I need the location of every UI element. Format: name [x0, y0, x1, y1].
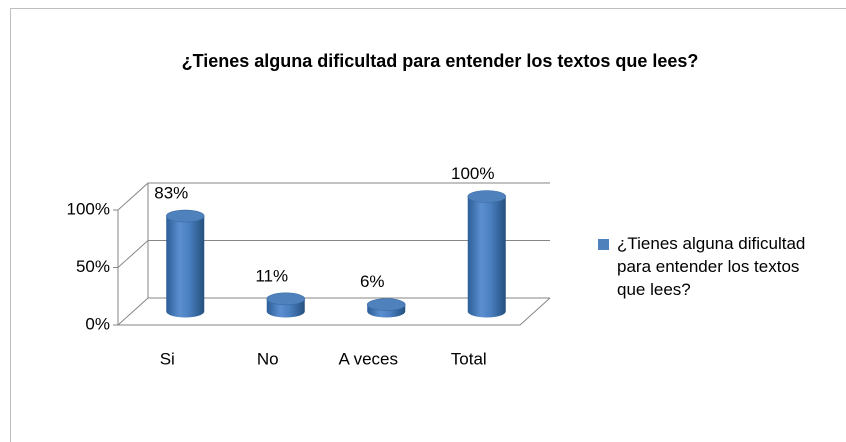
bar-top: [366, 298, 406, 311]
bar: [467, 196, 506, 318]
x-tick-label: Si: [160, 349, 175, 368]
chart-title: ¿Tienes alguna dificultad para entender …: [182, 51, 699, 71]
x-tick-label: A veces: [338, 349, 398, 368]
grid-line: [117, 240, 550, 268]
x-tick-label: No: [257, 349, 279, 368]
value-label: 6%: [360, 272, 385, 291]
grid-line: [117, 182, 550, 211]
cylinder: [467, 190, 507, 318]
value-label: 11%: [255, 266, 288, 285]
bar-top: [467, 190, 507, 203]
floor: [118, 297, 551, 326]
cylinder: [366, 298, 406, 318]
y-tick-label: 0%: [85, 314, 110, 333]
cylinder: [266, 292, 306, 318]
chart-frame: [10, 8, 846, 442]
cylinder: [165, 209, 205, 318]
grid-line: [117, 297, 550, 326]
x-tick-label: Total: [451, 349, 487, 368]
bar: [166, 216, 205, 318]
value-label: 100%: [451, 164, 494, 183]
y-tick-label: 100%: [67, 199, 110, 218]
bar-top: [266, 292, 306, 306]
legend-label: ¿Tienes alguna dificultad para entender l…: [617, 234, 805, 299]
legend-swatch: [598, 239, 609, 250]
value-label: 83%: [154, 184, 188, 203]
y-tick-label: 50%: [76, 257, 110, 276]
bar-top: [165, 209, 205, 223]
